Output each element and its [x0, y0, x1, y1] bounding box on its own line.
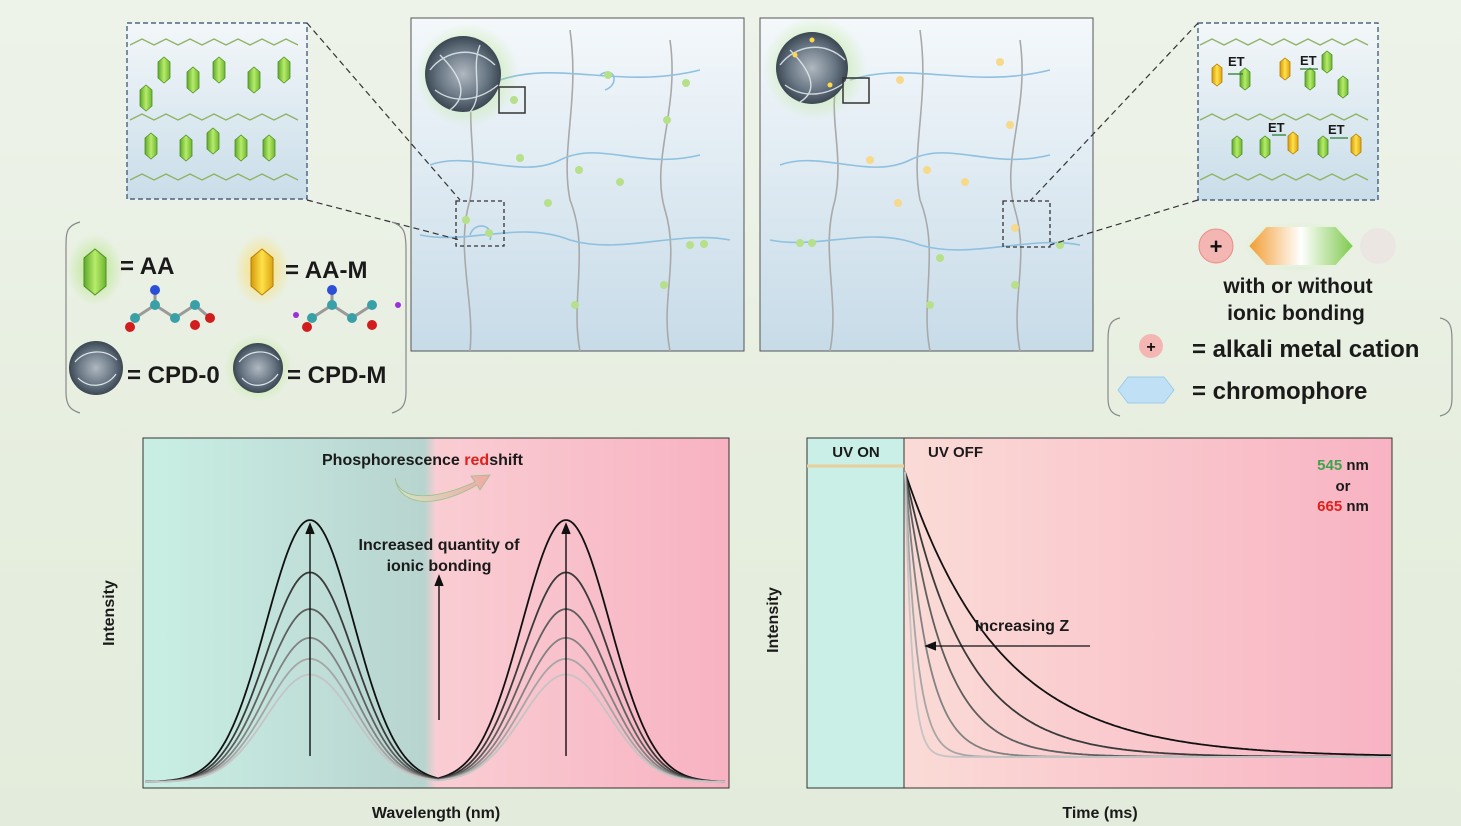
uv-on-label: UV ON — [832, 444, 880, 461]
aam-molecule-icon — [293, 285, 401, 332]
legend-chromophore-label: = chromophore — [1192, 378, 1367, 405]
spectrum-annotation-line2: ionic bonding — [387, 558, 492, 575]
decay-ylabel: Intensity — [765, 587, 782, 653]
wavelength-545: 545 nm — [1317, 457, 1369, 474]
zoom-connectors — [306, 22, 1199, 246]
cpd0-icon — [69, 341, 123, 395]
emission-curve — [438, 571, 725, 783]
spectrum-title: Phosphorescence redshift — [322, 452, 524, 469]
legend-aa-label: = AA — [120, 253, 174, 280]
legend-cpdm-label: = CPD-M — [287, 362, 386, 389]
redshift-arrow-icon — [394, 474, 491, 502]
emission-curve — [144, 519, 440, 783]
decay-xlabel: Time (ms) — [1062, 805, 1137, 822]
emission-curve — [145, 571, 440, 783]
network-panel-cpdm — [759, 16, 1094, 352]
legend-aam-label: = AA-M — [285, 257, 367, 284]
wavelength-665: 665 nm — [1317, 498, 1369, 515]
aa-molecule-icon — [125, 285, 215, 332]
decay-chart: UV ON UV OFF 545 nm or 665 nm Increasing… — [765, 437, 1393, 822]
emission-curve — [438, 673, 726, 783]
decay-curve — [904, 471, 1391, 758]
et-label: ET — [1300, 53, 1317, 68]
spectrum-chart: Phosphorescence redshift Increased quant… — [101, 437, 730, 822]
inset-right-energy-transfer — [1197, 22, 1379, 201]
legend-cpd0-label: = CPD-0 — [127, 362, 220, 389]
legend-right: + + — [1107, 222, 1453, 417]
decay-curve — [904, 471, 1391, 757]
legend-cation-label: = alkali metal cation — [1192, 336, 1419, 363]
emission-curve — [145, 673, 440, 783]
emission-curve — [438, 608, 726, 783]
spectrum-xlabel: Wavelength (nm) — [372, 805, 500, 822]
cation-icon: + — [1146, 339, 1155, 356]
inset-left-chains — [126, 22, 308, 200]
legend-left — [65, 221, 407, 414]
increasing-z-label: Increasing Z — [975, 618, 1069, 635]
et-label: ET — [1328, 122, 1345, 137]
et-label: ET — [1268, 120, 1285, 135]
ionic-bonding-line2: ionic bonding — [1227, 302, 1365, 325]
uv-off-label: UV OFF — [928, 444, 983, 461]
spectrum-ylabel: Intensity — [101, 580, 118, 646]
aam-crystal-icon — [250, 248, 274, 296]
uv-on-region — [806, 437, 905, 789]
spectrum-annotation-line1: Increased quantity of — [359, 537, 521, 554]
chromophore-icon — [1117, 376, 1175, 404]
ionic-bonding-line1: with or without — [1222, 275, 1372, 298]
et-label: ET — [1228, 54, 1245, 69]
network-illustration: ET ET ET ET = AA = AA-M = CPD-0 = CPD-M — [65, 16, 1453, 417]
emission-curve — [438, 519, 725, 783]
chromophore-hex-icon — [1246, 225, 1356, 267]
aa-crystal-icon — [83, 248, 107, 296]
wavelength-or: or — [1336, 478, 1351, 495]
network-panel-cpd0 — [410, 17, 745, 352]
cation-plus-icon: + — [1210, 234, 1223, 259]
